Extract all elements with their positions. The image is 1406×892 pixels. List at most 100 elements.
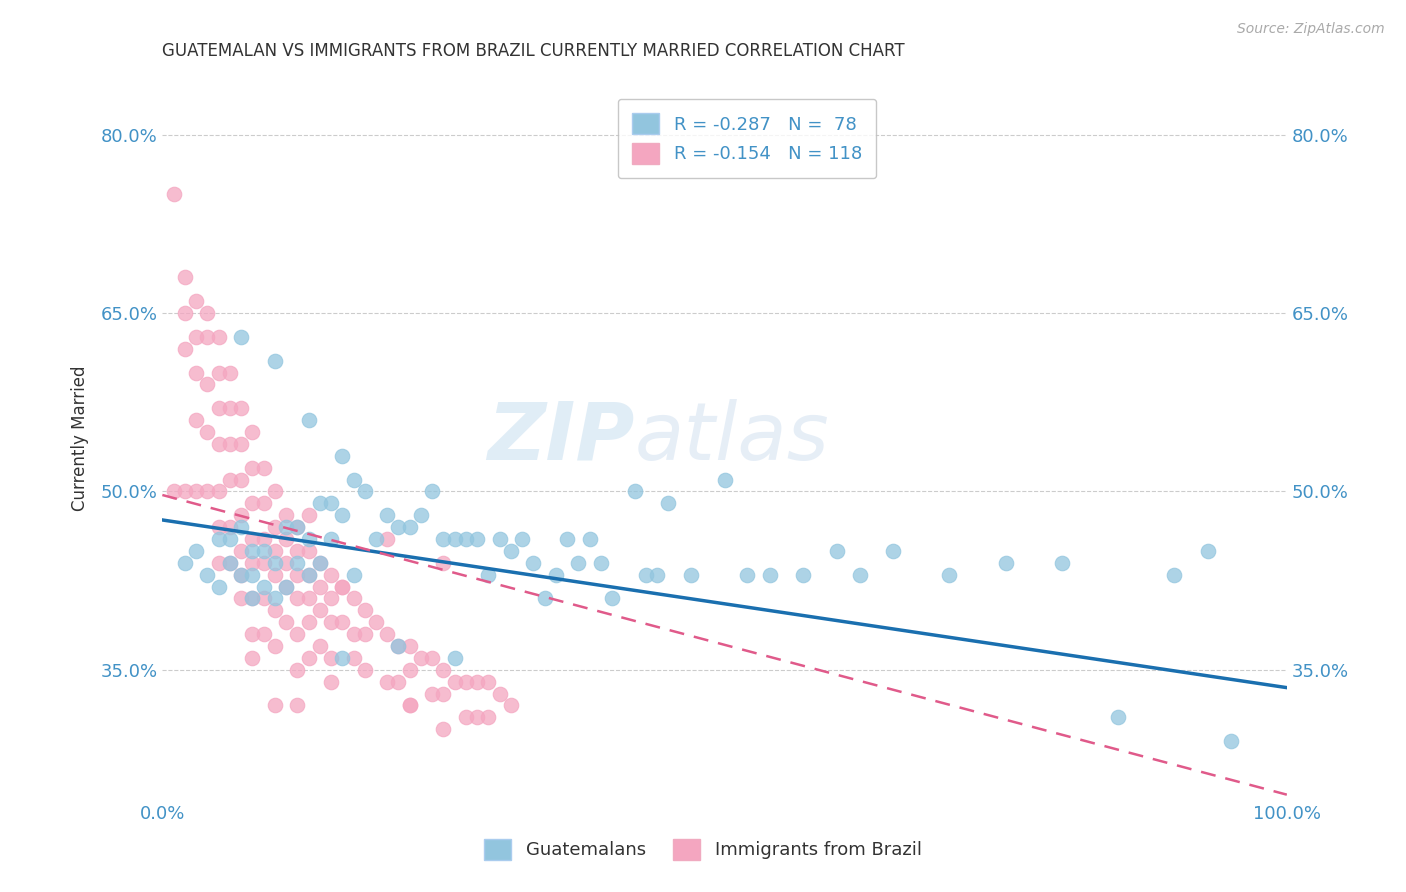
Point xyxy=(589,556,612,570)
Point xyxy=(645,567,668,582)
Point xyxy=(938,567,960,582)
Point xyxy=(330,615,353,630)
Point xyxy=(454,710,477,724)
Point xyxy=(173,556,195,570)
Point xyxy=(207,401,229,416)
Point xyxy=(285,520,308,534)
Point xyxy=(342,591,364,606)
Point xyxy=(274,580,297,594)
Point xyxy=(409,508,432,523)
Point xyxy=(274,615,297,630)
Point xyxy=(477,674,499,689)
Point xyxy=(263,484,285,499)
Point xyxy=(285,663,308,677)
Text: atlas: atlas xyxy=(634,399,830,477)
Point xyxy=(263,639,285,653)
Point xyxy=(398,663,420,677)
Point xyxy=(364,532,387,546)
Point xyxy=(398,698,420,713)
Point xyxy=(432,532,454,546)
Point xyxy=(792,567,814,582)
Point xyxy=(533,591,555,606)
Point xyxy=(443,532,465,546)
Point xyxy=(297,651,319,665)
Point xyxy=(285,556,308,570)
Point xyxy=(713,473,735,487)
Point xyxy=(207,330,229,344)
Point xyxy=(173,342,195,356)
Point xyxy=(229,473,252,487)
Point xyxy=(173,270,195,285)
Point xyxy=(297,532,319,546)
Legend: R = -0.287   N =  78, R = -0.154   N = 118: R = -0.287 N = 78, R = -0.154 N = 118 xyxy=(617,99,876,178)
Point xyxy=(375,674,398,689)
Point xyxy=(398,520,420,534)
Point xyxy=(229,508,252,523)
Point xyxy=(308,556,330,570)
Point xyxy=(229,401,252,416)
Point xyxy=(1197,544,1219,558)
Point xyxy=(240,425,263,439)
Point xyxy=(263,556,285,570)
Point xyxy=(263,698,285,713)
Point xyxy=(735,567,758,582)
Point xyxy=(252,532,274,546)
Point xyxy=(544,567,567,582)
Point xyxy=(207,520,229,534)
Point xyxy=(285,567,308,582)
Point xyxy=(330,508,353,523)
Point xyxy=(454,532,477,546)
Point xyxy=(274,520,297,534)
Point xyxy=(240,591,263,606)
Point xyxy=(432,723,454,737)
Point xyxy=(432,687,454,701)
Point xyxy=(229,544,252,558)
Point xyxy=(623,484,645,499)
Point xyxy=(488,687,510,701)
Point xyxy=(195,306,218,320)
Point xyxy=(218,532,240,546)
Point xyxy=(353,627,375,641)
Point xyxy=(825,544,848,558)
Point xyxy=(882,544,904,558)
Point xyxy=(297,615,319,630)
Point xyxy=(229,330,252,344)
Point xyxy=(274,532,297,546)
Point xyxy=(319,496,342,510)
Point xyxy=(477,567,499,582)
Point xyxy=(342,651,364,665)
Point xyxy=(184,413,207,427)
Point xyxy=(1163,567,1185,582)
Point xyxy=(319,651,342,665)
Point xyxy=(218,473,240,487)
Point xyxy=(330,580,353,594)
Point xyxy=(600,591,623,606)
Point xyxy=(679,567,702,582)
Point xyxy=(510,532,533,546)
Point xyxy=(297,413,319,427)
Point xyxy=(1219,734,1241,748)
Point xyxy=(229,567,252,582)
Point xyxy=(218,437,240,451)
Text: ZIP: ZIP xyxy=(488,399,634,477)
Point xyxy=(522,556,544,570)
Point xyxy=(240,591,263,606)
Text: Source: ZipAtlas.com: Source: ZipAtlas.com xyxy=(1237,22,1385,37)
Point xyxy=(195,425,218,439)
Point xyxy=(375,627,398,641)
Point xyxy=(319,615,342,630)
Point xyxy=(398,639,420,653)
Point xyxy=(285,520,308,534)
Point xyxy=(207,437,229,451)
Point xyxy=(240,651,263,665)
Point xyxy=(195,330,218,344)
Point xyxy=(252,591,274,606)
Point xyxy=(375,532,398,546)
Point xyxy=(240,567,263,582)
Point xyxy=(297,567,319,582)
Point xyxy=(162,484,184,499)
Point xyxy=(1050,556,1073,570)
Point xyxy=(353,603,375,617)
Point xyxy=(353,663,375,677)
Point xyxy=(420,484,443,499)
